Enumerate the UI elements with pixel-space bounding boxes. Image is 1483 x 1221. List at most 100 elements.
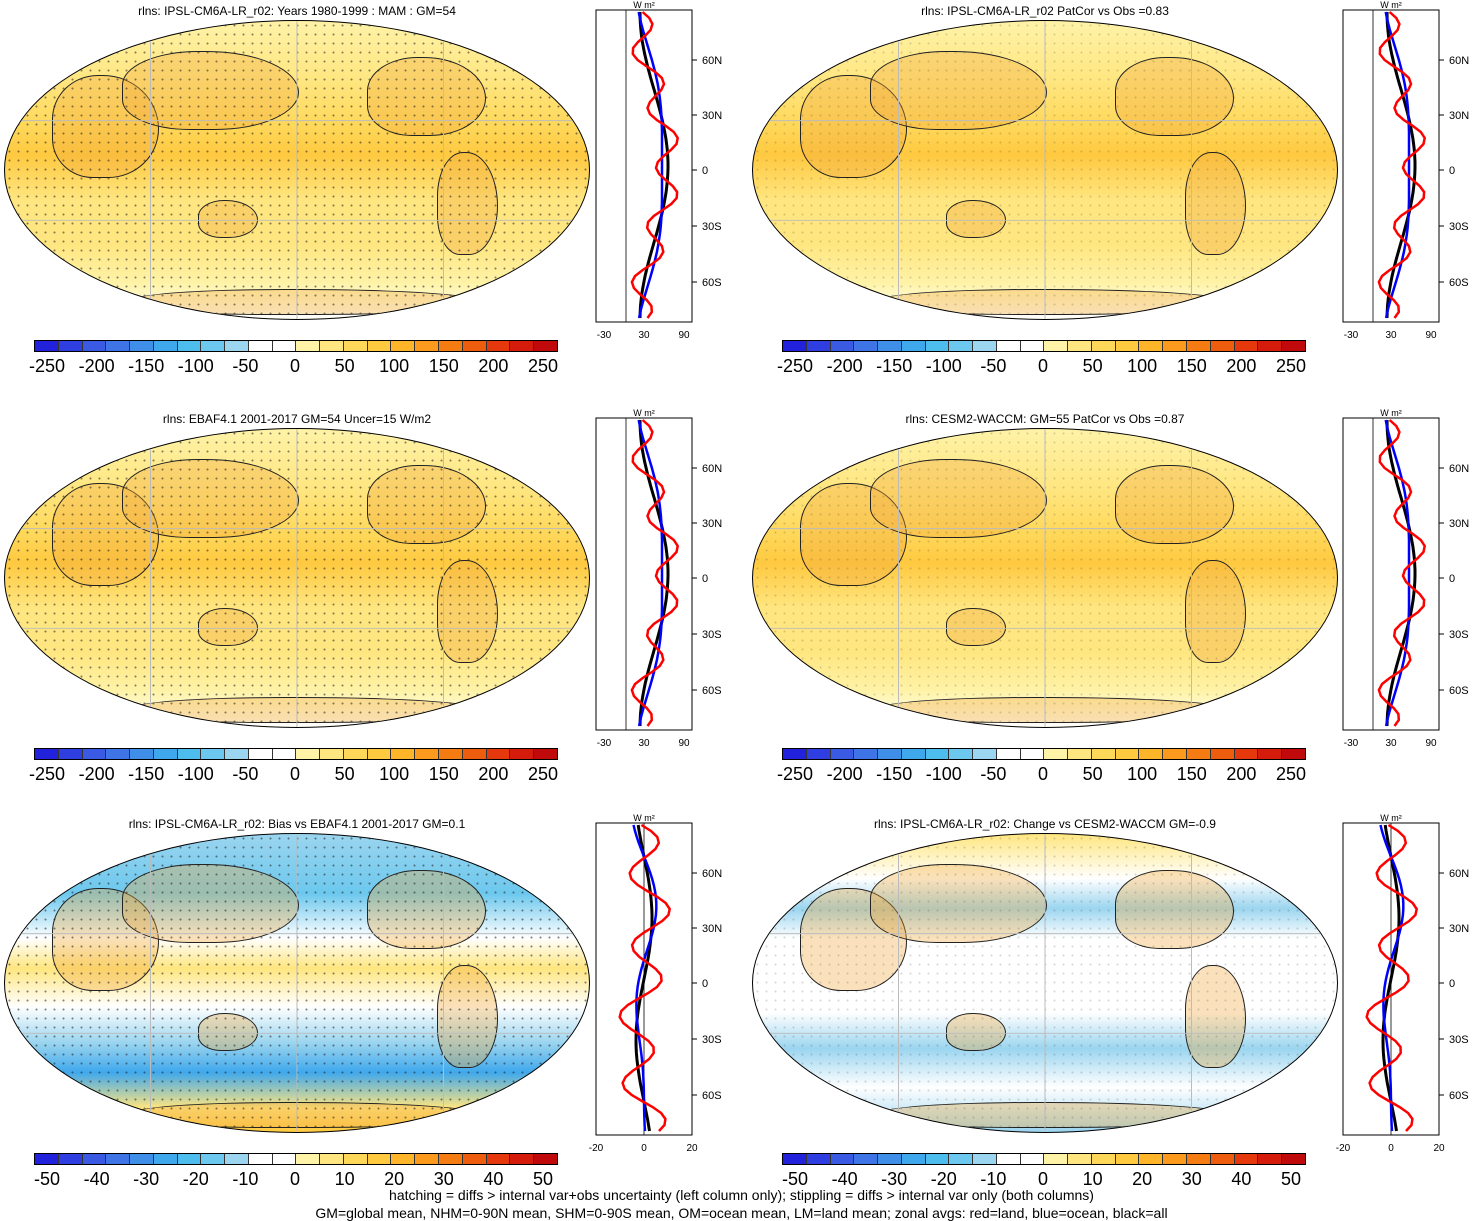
zonal-x-tick-label: -30 [1344, 330, 1359, 341]
colorbar-tick-label: 0 [1037, 1169, 1049, 1189]
zonal-x-tick-label: -30 [597, 330, 612, 341]
lat-label: 0 [702, 978, 708, 990]
colorbar-tick-label: -100 [177, 356, 214, 376]
colorbar-swatch [343, 341, 368, 351]
colorbar-swatch [486, 749, 511, 759]
zonal-x-tick-label: 30 [638, 738, 650, 749]
colorbar-swatch [201, 749, 226, 759]
colorbar-swatch [391, 1154, 416, 1164]
colorbar-swatch [35, 341, 59, 351]
footer-line-2: GM=global mean, NHM=0-90N mean, SHM=0-90… [315, 1205, 1168, 1221]
colorbar-tick-label: -150 [128, 356, 165, 376]
zonal-x-tick-label: 90 [678, 330, 690, 341]
zonal-curve-all [1381, 824, 1401, 1132]
colorbar-swatch [878, 749, 902, 759]
colorbar [782, 748, 1306, 760]
colorbar-swatch [901, 341, 926, 351]
colorbar [34, 340, 558, 352]
zonal-x-tick-label: 30 [1385, 330, 1397, 341]
lat-label: 60N [1449, 463, 1469, 475]
colorbar-swatch [1044, 749, 1069, 759]
lat-label: 60N [1449, 868, 1469, 880]
colorbar-swatch [35, 1154, 59, 1164]
zonal-x-tick-label: 90 [1425, 330, 1437, 341]
colorbar-tick-label: -200 [78, 356, 115, 376]
colorbar-tick-label: 200 [478, 764, 509, 784]
colorbar-swatch [58, 1154, 83, 1164]
colorbar-swatch [153, 749, 178, 759]
colorbar-tick-label: 0 [289, 1169, 301, 1189]
colorbar-tick-label: 200 [478, 356, 509, 376]
colorbar-swatch [343, 1154, 368, 1164]
colorbar-swatch [35, 749, 59, 759]
colorbar-swatch [1139, 749, 1164, 759]
colorbar-swatch [439, 1154, 463, 1164]
colorbar-swatch [462, 341, 487, 351]
colorbar-swatch [439, 749, 463, 759]
colorbar-tick-label: 50 [334, 764, 355, 784]
colorbar-tick-label: 150 [428, 764, 459, 784]
colorbar-tick-label: 50 [1082, 764, 1103, 784]
colorbar-swatch [1091, 1154, 1116, 1164]
zonal-units-label: W m² [1380, 0, 1402, 10]
colorbar-swatch [925, 1154, 950, 1164]
colorbar-swatch [1258, 749, 1283, 759]
colorbar-tick-label: -50 [232, 356, 259, 376]
colorbar-swatch [153, 341, 178, 351]
colorbar-tick-label: 250 [527, 356, 559, 376]
lat-label: 60S [702, 277, 722, 289]
colorbar-tick-label: 0 [289, 356, 301, 376]
zonal-x-tick-label: -30 [597, 738, 612, 749]
colorbar-swatch [830, 1154, 855, 1164]
colorbar [34, 748, 558, 760]
zonal-curve-land [630, 11, 680, 319]
continent-outline [881, 697, 1234, 724]
colorbar-tick-label: 30 [433, 1169, 454, 1189]
zonal-units-label: W m² [1380, 408, 1402, 418]
colorbar-swatch [1091, 749, 1116, 759]
colorbar-swatch [248, 341, 273, 351]
lat-label: 30S [702, 629, 722, 641]
zonal-x-tick-label: 30 [1385, 738, 1397, 749]
colorbar-tick-label: -10 [232, 1169, 259, 1189]
colorbar-tick-label: -150 [876, 356, 913, 376]
colorbar-swatch [82, 1154, 107, 1164]
continent-outline [945, 607, 1007, 646]
zonal-frame [595, 9, 693, 323]
colorbar-tick-label: -200 [78, 764, 115, 784]
colorbar-swatch [1020, 341, 1045, 351]
colorbar-tick-label: -200 [826, 764, 863, 784]
colorbar-tick-label: 100 [379, 356, 410, 376]
colorbar-swatch [510, 1154, 535, 1164]
colorbar-tick-label: 50 [334, 356, 355, 376]
colorbar-swatch [1210, 1154, 1235, 1164]
lat-label: 60S [702, 1090, 722, 1102]
colorbar-swatch [225, 341, 249, 351]
zonal-mean-plot: 60N 30N 0 30S 60S -30 30 90 W m² [1342, 0, 1479, 352]
zonal-x-tick-label: 0 [1388, 1143, 1394, 1154]
colorbar-swatch [1044, 1154, 1069, 1164]
colorbar-swatch [462, 749, 487, 759]
zonal-curve-land [1377, 419, 1427, 727]
colorbar-tick-label: -50 [980, 764, 1007, 784]
continent-outline [1115, 464, 1234, 545]
lat-label: 30S [702, 1034, 722, 1046]
colorbar-tick-label: 200 [1226, 356, 1257, 376]
colorbar-swatch [1091, 341, 1116, 351]
zonal-curve-all [638, 11, 670, 319]
colorbar-swatch [1210, 749, 1235, 759]
colorbar-tick-label: -20 [930, 1169, 957, 1189]
zonal-curve-ocean [1379, 824, 1405, 1132]
colorbar-swatch [1163, 749, 1188, 759]
colorbar-swatch [1068, 749, 1092, 759]
colorbar-swatch [996, 749, 1021, 759]
colorbar-tick-label: -250 [776, 764, 814, 784]
colorbar-swatch [486, 1154, 511, 1164]
zonal-frame [1342, 9, 1440, 323]
lat-label: 0 [1449, 165, 1455, 177]
colorbar-swatch [58, 341, 83, 351]
colorbar-swatch [996, 1154, 1021, 1164]
continent-outline [1115, 56, 1234, 137]
colorbar-swatch [1234, 1154, 1259, 1164]
colorbar-swatch [106, 341, 131, 351]
